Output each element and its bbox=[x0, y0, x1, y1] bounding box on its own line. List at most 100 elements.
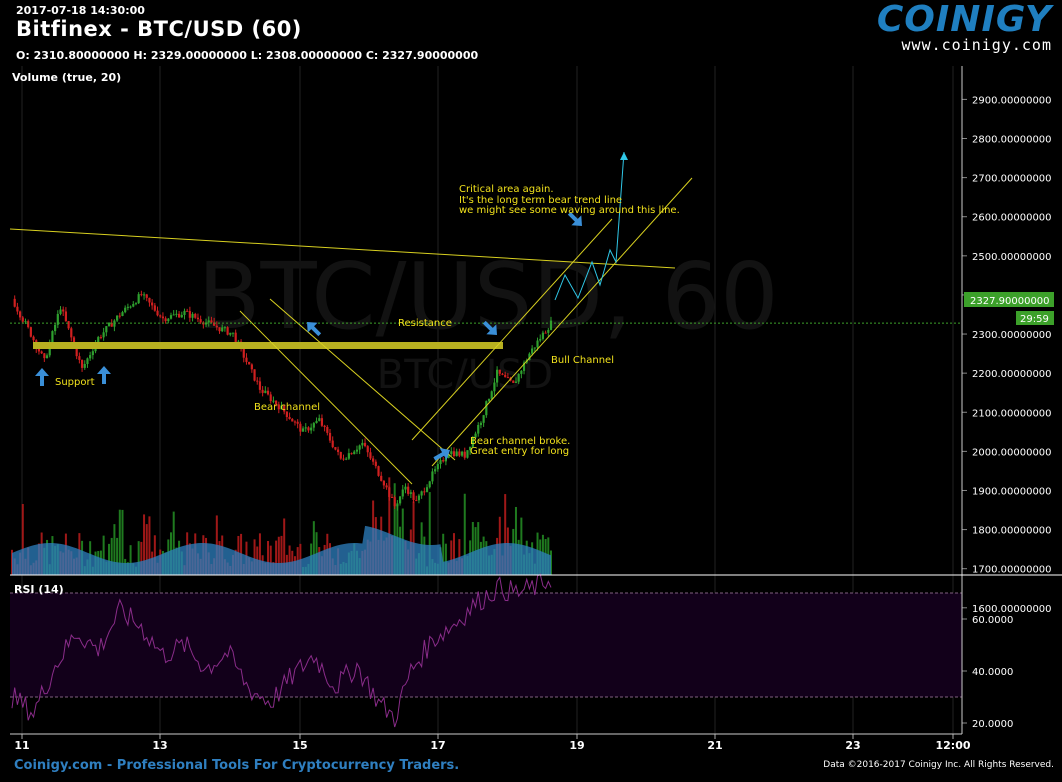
candle-body bbox=[339, 451, 342, 459]
candle-body bbox=[248, 361, 251, 365]
y-tick-label: 2600.00000000 bbox=[972, 213, 1052, 224]
candle-body bbox=[186, 310, 189, 312]
candle-body bbox=[59, 309, 62, 314]
candle-body bbox=[520, 370, 523, 374]
candle-body bbox=[425, 487, 429, 492]
candle-body bbox=[528, 353, 531, 361]
candle-body bbox=[210, 320, 213, 323]
bull-channel-upper bbox=[411, 218, 613, 441]
volume-bar bbox=[280, 535, 283, 575]
candle-body bbox=[256, 380, 259, 382]
candle-body bbox=[102, 332, 105, 338]
coinigy-logo[interactable]: COINIGY www.coinigy.com bbox=[877, 0, 1052, 54]
candle-body bbox=[215, 325, 218, 328]
footer-tagline[interactable]: Coinigy.com - Professional Tools For Cry… bbox=[14, 758, 460, 773]
candle-body bbox=[223, 327, 227, 329]
candle-body bbox=[536, 340, 539, 348]
x-tick-label: 17 bbox=[430, 739, 445, 752]
candle-body bbox=[458, 451, 461, 456]
volume-bar bbox=[428, 492, 431, 575]
candle-body bbox=[477, 424, 480, 434]
candle-body bbox=[490, 391, 493, 399]
candle-body bbox=[116, 315, 119, 321]
candle-body bbox=[539, 338, 542, 341]
candle-body bbox=[506, 377, 509, 379]
logo-brand: COINIGY bbox=[876, 0, 1052, 40]
watermark-big: BTC/USD, 60 bbox=[197, 243, 778, 350]
candle-body bbox=[264, 390, 267, 393]
y-tick-label: 2500.00000000 bbox=[972, 252, 1052, 263]
candle-body bbox=[169, 315, 173, 319]
volume-bar bbox=[267, 540, 270, 575]
candle-body bbox=[369, 452, 372, 459]
candle-body bbox=[13, 298, 16, 307]
candle-body bbox=[315, 420, 318, 424]
candle-body bbox=[110, 322, 113, 327]
candle-body bbox=[134, 303, 138, 305]
candle-body bbox=[436, 464, 439, 470]
candle-body bbox=[434, 469, 437, 472]
candle-body bbox=[250, 364, 253, 370]
candle-body bbox=[107, 322, 111, 327]
annotation-text: we might see some waving around this lin… bbox=[459, 205, 680, 216]
annotation-text: Support bbox=[55, 377, 95, 388]
y-tick-label: 2000.00000000 bbox=[972, 447, 1052, 458]
volume-bar bbox=[477, 522, 480, 575]
candle-body bbox=[43, 353, 46, 359]
candle-body bbox=[363, 442, 367, 447]
candle-body bbox=[27, 321, 30, 328]
candle-body bbox=[269, 394, 272, 402]
arrow-shape bbox=[482, 320, 497, 335]
candle-body bbox=[504, 374, 507, 378]
candle-body bbox=[533, 347, 536, 349]
candle-body bbox=[177, 313, 181, 318]
candle-body bbox=[471, 437, 474, 447]
candle-body bbox=[336, 449, 340, 452]
candle-body bbox=[342, 458, 345, 460]
candle-body bbox=[318, 418, 321, 421]
rsi-line bbox=[11, 573, 552, 728]
volume-bar bbox=[463, 493, 466, 575]
candle-body bbox=[304, 427, 307, 429]
y-tick-label: 1900.00000000 bbox=[972, 486, 1052, 497]
candle-body bbox=[29, 327, 32, 337]
countdown-text: 29:59 bbox=[1020, 314, 1049, 325]
candle-body bbox=[159, 315, 162, 317]
candle-body bbox=[501, 373, 504, 375]
candle-body bbox=[323, 425, 326, 427]
rsi-title: RSI (14) bbox=[14, 583, 64, 596]
candle-body bbox=[450, 451, 453, 455]
candle-body bbox=[487, 398, 491, 402]
volume-bar bbox=[442, 533, 445, 575]
candle-body bbox=[345, 458, 348, 460]
candle-body bbox=[512, 380, 515, 383]
candle-body bbox=[64, 311, 67, 322]
candle-body bbox=[280, 405, 283, 410]
candle-body bbox=[37, 348, 41, 352]
annotation-text: Resistance bbox=[398, 318, 452, 329]
candle-body bbox=[447, 454, 450, 459]
arrow-shape bbox=[97, 366, 111, 384]
candle-body bbox=[547, 329, 550, 333]
chart-title: Bitfinex - BTC/USD (60) bbox=[16, 17, 302, 41]
candle-body bbox=[407, 486, 410, 494]
ohlc-readout: O: 2310.80000000 H: 2329.00000000 L: 230… bbox=[16, 49, 479, 62]
x-tick-label: 13 bbox=[152, 739, 167, 752]
candle-body bbox=[388, 487, 391, 497]
candle-body bbox=[253, 369, 256, 381]
candle-body bbox=[355, 449, 359, 452]
volume-bar bbox=[113, 524, 116, 575]
candle-body bbox=[121, 312, 124, 316]
candle-body bbox=[105, 326, 108, 333]
volume-bar bbox=[283, 518, 286, 575]
y-tick-label: 2300.00000000 bbox=[972, 330, 1052, 341]
logo-url: www.coinigy.com bbox=[901, 36, 1052, 54]
candle-body bbox=[291, 418, 294, 422]
annotation-text: Bear channel broke. bbox=[470, 436, 570, 447]
candle-body bbox=[544, 332, 547, 334]
bear-channel-lower bbox=[239, 310, 413, 485]
countdown-tag bbox=[1016, 311, 1054, 325]
candle-body bbox=[97, 337, 100, 344]
candle-body bbox=[522, 362, 526, 371]
